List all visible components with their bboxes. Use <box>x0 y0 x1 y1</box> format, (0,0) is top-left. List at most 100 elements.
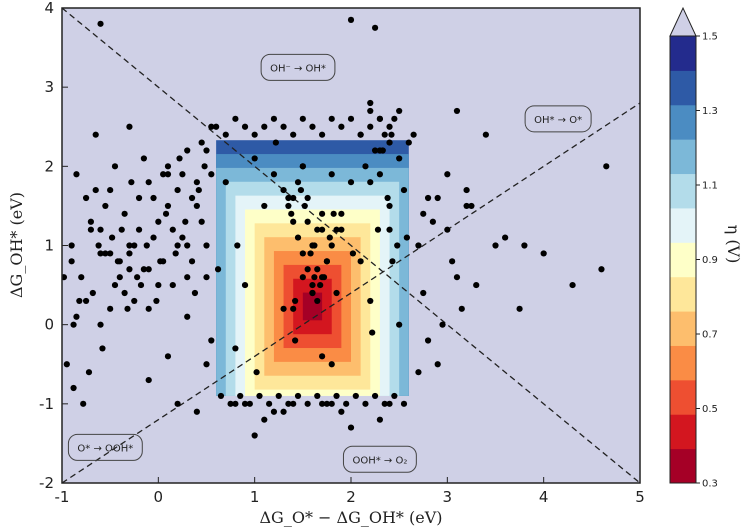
colorbar-label: η (V) <box>724 225 743 264</box>
boundary-line <box>62 102 640 483</box>
scatter-point <box>203 242 210 249</box>
y-tick-label: 2 <box>44 157 54 175</box>
colorbar-segment <box>670 345 696 381</box>
scatter-point <box>429 218 436 225</box>
scatter-point <box>272 139 279 146</box>
scatter-point <box>328 361 335 368</box>
scatter-point <box>140 266 147 273</box>
scatter-point <box>234 242 241 249</box>
scatter-point <box>347 16 355 23</box>
annotation: O* → OOH* <box>67 433 143 461</box>
scatter-point <box>290 218 297 225</box>
y-tick-label: -1 <box>39 395 54 413</box>
scatter-point <box>97 321 104 328</box>
annotation-text: O* → OOH* <box>77 443 133 454</box>
scatter-point <box>285 194 292 202</box>
scatter-point <box>394 242 401 249</box>
annotation: OOH* → O₂ <box>342 445 417 473</box>
scatter-point <box>270 171 278 178</box>
scatter-point <box>87 218 94 225</box>
scatter-point <box>304 266 311 273</box>
scatter-point <box>323 258 331 265</box>
scatter-point <box>87 226 94 233</box>
scatter-point <box>374 226 382 233</box>
scatter-point <box>323 400 331 407</box>
scatter-point <box>396 155 403 162</box>
y-axis-label: ΔG_OH* (eV) <box>7 192 26 298</box>
scatter-point <box>162 210 170 217</box>
annotation: OH⁻ → OH* <box>260 53 336 81</box>
colorbar-segment <box>670 36 696 71</box>
scatter-point <box>128 179 135 186</box>
scatter-point <box>78 274 85 281</box>
scatter-point <box>92 131 99 138</box>
scatter-point <box>92 186 99 194</box>
scatter-point <box>357 131 364 138</box>
annotation-text: OOH* → O₂ <box>352 455 407 466</box>
scatter-point <box>333 392 340 400</box>
scatter-point <box>195 186 202 194</box>
scatter-point <box>143 242 150 249</box>
scatter-point <box>203 274 210 281</box>
scatter-point <box>311 242 318 249</box>
scatter-point <box>214 266 222 273</box>
scatter-point <box>179 171 186 178</box>
y-tick-label: 3 <box>44 78 54 96</box>
scatter-point <box>307 250 314 257</box>
scatter-point <box>569 281 576 289</box>
scatter-point <box>299 274 306 281</box>
scatter-point <box>309 123 316 130</box>
scatter-point <box>275 392 282 400</box>
scatter-point <box>76 297 83 305</box>
scatter-point <box>150 194 157 202</box>
colorbar-segment <box>670 242 696 278</box>
scatter-point <box>376 416 383 423</box>
scatter-point <box>410 131 417 138</box>
scatter-point <box>338 408 345 415</box>
scatter-point <box>343 400 350 407</box>
scatter-point <box>121 289 128 297</box>
scatter-point <box>198 139 205 146</box>
scatter-point <box>357 258 364 265</box>
scatter-point <box>261 416 268 423</box>
scatter-point <box>198 218 205 225</box>
scatter-point <box>107 250 114 257</box>
annotations: OH⁻ → OH* OH* → O* O* → OOH* OOH* → O₂ <box>67 53 592 473</box>
scatter-point <box>73 313 80 320</box>
scatter-point <box>290 305 297 312</box>
scatter-point <box>73 171 80 178</box>
scatter-point <box>376 171 383 178</box>
scatter-point <box>217 392 225 400</box>
scatter-point <box>201 163 208 170</box>
scatter-point <box>193 179 200 186</box>
colorbar-segment <box>670 311 696 346</box>
scatter-point <box>184 242 191 249</box>
scatter-point <box>319 353 326 360</box>
boundary-lines <box>62 8 640 483</box>
scatter-point <box>95 242 102 249</box>
scatter-point <box>516 305 523 312</box>
scatter-point <box>285 202 292 210</box>
scatter-point <box>126 123 133 130</box>
scatter-point <box>371 392 379 400</box>
scatter-point <box>164 163 172 170</box>
scatter-point <box>169 226 176 233</box>
scatter-point <box>367 123 374 130</box>
colorbar-tick-label: 0.5 <box>702 404 718 415</box>
scatter-point <box>184 274 191 281</box>
scatter-point <box>540 250 547 257</box>
scatter-point <box>70 384 77 392</box>
scatter-point <box>396 321 403 328</box>
scatter-point <box>280 186 287 194</box>
scatter-point <box>362 163 369 170</box>
scatter-point <box>603 163 610 170</box>
scatter-point <box>208 171 215 178</box>
scatter-point <box>280 305 287 312</box>
scatter-point <box>153 297 160 305</box>
y-tick-label: 1 <box>44 237 54 255</box>
scatter-point <box>241 123 249 130</box>
colorbar-segment <box>670 276 696 312</box>
y-axis-ticks: -2 -1 0 1 2 3 4 <box>39 0 68 492</box>
scatter-point <box>97 20 104 27</box>
scatter-point <box>292 297 299 305</box>
